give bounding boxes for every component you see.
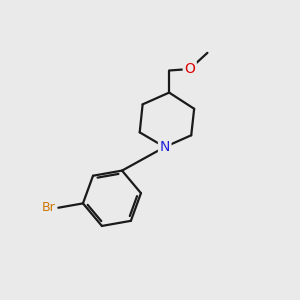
Text: N: N [160, 140, 170, 154]
Text: O: O [184, 62, 195, 76]
Text: Br: Br [42, 201, 56, 214]
